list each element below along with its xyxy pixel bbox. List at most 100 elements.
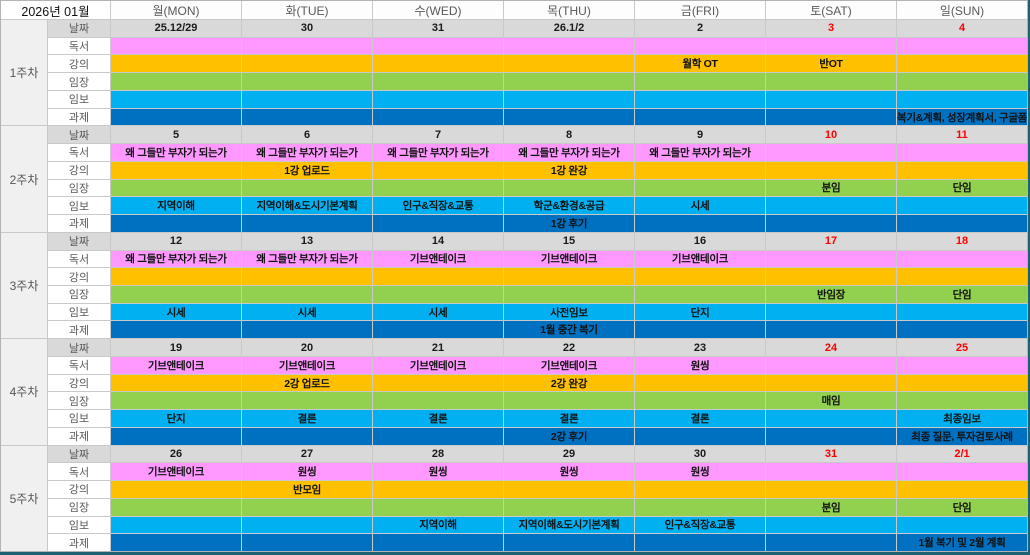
date-cell[interactable]: 9 xyxy=(635,126,765,144)
reading-cell[interactable] xyxy=(766,37,896,55)
report-cell[interactable]: 학군&환경&공급 xyxy=(504,197,634,215)
date-cell[interactable]: 24 xyxy=(766,339,896,356)
task-cell[interactable] xyxy=(373,534,503,551)
lecture-cell[interactable] xyxy=(111,268,241,285)
report-cell[interactable] xyxy=(242,90,372,108)
report-cell[interactable] xyxy=(766,410,896,427)
report-cell[interactable]: 단지 xyxy=(111,410,241,427)
lecture-cell[interactable]: 반모임 xyxy=(242,481,372,498)
date-cell[interactable]: 16 xyxy=(635,232,765,250)
visit-cell[interactable]: 분임 xyxy=(766,179,896,197)
date-cell[interactable]: 26 xyxy=(111,445,241,463)
lecture-cell[interactable] xyxy=(766,161,896,179)
task-cell[interactable]: 최종 질문, 투자검토사례 xyxy=(897,427,1027,445)
visit-cell[interactable] xyxy=(242,286,372,303)
date-cell[interactable]: 29 xyxy=(504,445,634,463)
visit-cell[interactable]: 단임 xyxy=(897,286,1027,303)
reading-cell[interactable]: 원씽 xyxy=(373,463,503,481)
task-cell[interactable] xyxy=(373,427,503,445)
visit-cell[interactable] xyxy=(635,286,765,303)
task-cell[interactable] xyxy=(897,215,1027,232)
report-cell[interactable]: 인구&직장&교통 xyxy=(635,516,765,534)
date-cell[interactable]: 6 xyxy=(242,126,372,144)
day-header[interactable]: 토(SAT) xyxy=(766,1,896,19)
lecture-cell[interactable] xyxy=(242,268,372,285)
month-title[interactable]: 2026년 01월 xyxy=(1,1,110,19)
reading-cell[interactable]: 왜 그들만 부자가 되는가 xyxy=(242,250,372,268)
task-cell[interactable] xyxy=(373,321,503,339)
day-header[interactable]: 목(THU) xyxy=(504,1,634,19)
reading-cell[interactable]: 왜 그들만 부자가 되는가 xyxy=(504,144,634,161)
row-label-date[interactable]: 날짜 xyxy=(48,232,110,250)
visit-cell[interactable]: 분임 xyxy=(766,498,896,516)
date-cell[interactable]: 5 xyxy=(111,126,241,144)
task-cell[interactable] xyxy=(897,321,1027,339)
row-label-lecture[interactable]: 강의 xyxy=(48,374,110,392)
lecture-cell[interactable]: 2강 업로드 xyxy=(242,374,372,392)
report-cell[interactable]: 지역이해 xyxy=(373,516,503,534)
task-cell[interactable] xyxy=(242,534,372,551)
task-cell[interactable]: 2강 후기 xyxy=(504,427,634,445)
task-cell[interactable] xyxy=(373,108,503,126)
row-label-visit[interactable]: 임장 xyxy=(48,498,110,516)
lecture-cell[interactable] xyxy=(635,481,765,498)
lecture-cell[interactable] xyxy=(766,374,896,392)
task-cell[interactable]: 1월 복기 및 2월 계획 xyxy=(897,534,1027,551)
date-cell[interactable]: 31 xyxy=(373,20,503,37)
visit-cell[interactable] xyxy=(504,179,634,197)
row-label-report[interactable]: 임보 xyxy=(48,303,110,321)
lecture-cell[interactable]: 월학 OT xyxy=(635,55,765,73)
report-cell[interactable] xyxy=(111,516,241,534)
report-cell[interactable]: 인구&직장&교통 xyxy=(373,197,503,215)
visit-cell[interactable] xyxy=(504,73,634,90)
reading-cell[interactable]: 왜 그들만 부자가 되는가 xyxy=(242,144,372,161)
date-cell[interactable]: 26.1/2 xyxy=(504,20,634,37)
row-label-visit[interactable]: 임장 xyxy=(48,73,110,90)
task-cell[interactable] xyxy=(111,427,241,445)
visit-cell[interactable] xyxy=(373,179,503,197)
week-label[interactable]: 3주차 xyxy=(1,232,47,339)
reading-cell[interactable] xyxy=(635,37,765,55)
lecture-cell[interactable] xyxy=(111,481,241,498)
report-cell[interactable] xyxy=(766,90,896,108)
visit-cell[interactable] xyxy=(111,392,241,410)
row-label-visit[interactable]: 임장 xyxy=(48,286,110,303)
week-label[interactable]: 2주차 xyxy=(1,126,47,232)
date-cell[interactable]: 3 xyxy=(766,20,896,37)
reading-cell[interactable] xyxy=(897,144,1027,161)
date-cell[interactable]: 28 xyxy=(373,445,503,463)
reading-cell[interactable]: 왜 그들만 부자가 되는가 xyxy=(635,144,765,161)
date-cell[interactable]: 12 xyxy=(111,232,241,250)
row-label-date[interactable]: 날짜 xyxy=(48,339,110,356)
reading-cell[interactable]: 기브앤테이크 xyxy=(242,356,372,374)
visit-cell[interactable] xyxy=(504,286,634,303)
report-cell[interactable] xyxy=(111,90,241,108)
row-label-reading[interactable]: 독서 xyxy=(48,144,110,161)
task-cell[interactable] xyxy=(504,534,634,551)
lecture-cell[interactable] xyxy=(635,268,765,285)
visit-cell[interactable] xyxy=(111,73,241,90)
row-label-lecture[interactable]: 강의 xyxy=(48,161,110,179)
visit-cell[interactable] xyxy=(242,498,372,516)
row-label-task[interactable]: 과제 xyxy=(48,215,110,232)
task-cell[interactable] xyxy=(766,427,896,445)
date-cell[interactable]: 21 xyxy=(373,339,503,356)
report-cell[interactable]: 결론 xyxy=(635,410,765,427)
row-label-task[interactable]: 과제 xyxy=(48,108,110,126)
row-label-report[interactable]: 임보 xyxy=(48,197,110,215)
week-label[interactable]: 4주차 xyxy=(1,339,47,445)
visit-cell[interactable] xyxy=(111,179,241,197)
row-label-report[interactable]: 임보 xyxy=(48,516,110,534)
lecture-cell[interactable] xyxy=(897,481,1027,498)
reading-cell[interactable] xyxy=(897,37,1027,55)
lecture-cell[interactable] xyxy=(504,268,634,285)
visit-cell[interactable] xyxy=(373,286,503,303)
row-label-lecture[interactable]: 강의 xyxy=(48,268,110,285)
day-header[interactable]: 일(SUN) xyxy=(897,1,1027,19)
visit-cell[interactable] xyxy=(635,392,765,410)
lecture-cell[interactable] xyxy=(111,374,241,392)
reading-cell[interactable] xyxy=(766,144,896,161)
row-label-reading[interactable]: 독서 xyxy=(48,37,110,55)
visit-cell[interactable] xyxy=(111,498,241,516)
report-cell[interactable]: 지역이해 xyxy=(111,197,241,215)
